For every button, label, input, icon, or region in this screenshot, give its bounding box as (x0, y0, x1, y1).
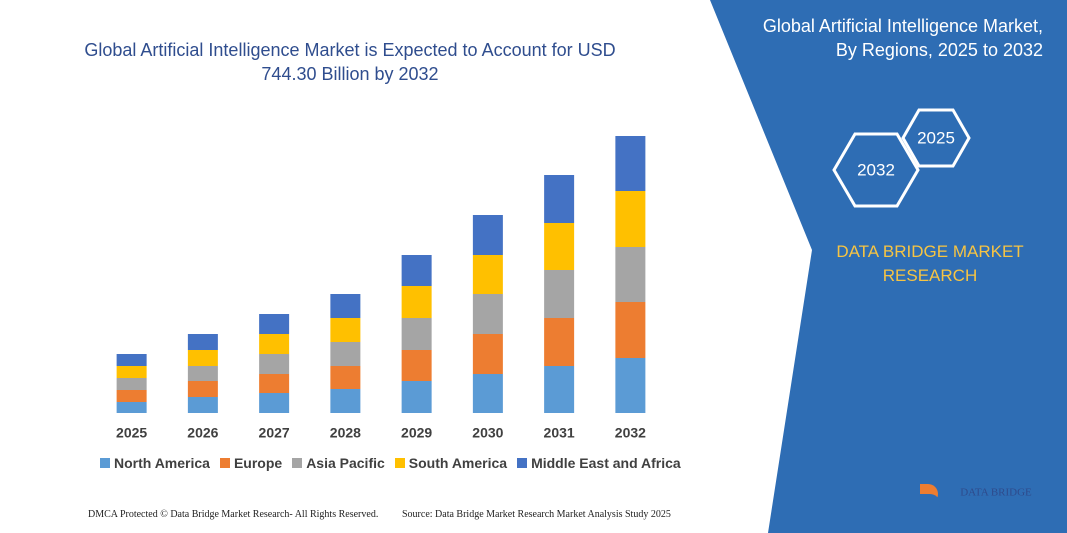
bar-segment (259, 314, 290, 334)
x-tick-label: 2027 (259, 425, 290, 441)
bar-segment (472, 255, 503, 294)
bar-segment (401, 381, 432, 413)
bar-segment (116, 402, 147, 413)
bar-segment (472, 215, 503, 255)
bar-segment (116, 366, 147, 378)
legend-item: Europe (219, 455, 283, 471)
x-tick-label: 2025 (116, 425, 147, 441)
x-tick-label: 2030 (472, 425, 503, 441)
footer-right: Source: Data Bridge Market Research Mark… (402, 509, 671, 520)
bar-segment (187, 397, 218, 413)
bar-segment (544, 175, 575, 223)
bar-segment (401, 255, 432, 286)
legend-label: Asia Pacific (306, 455, 385, 471)
bar-segment (615, 247, 646, 302)
bar-segment (472, 294, 503, 334)
bar-segment (116, 390, 147, 402)
legend-label: Europe (233, 455, 283, 471)
bar-segment (544, 318, 575, 366)
legend-swatch (100, 458, 110, 468)
x-tick-label: 2026 (187, 425, 218, 441)
chart-title: Global Artificial Intelligence Market is… (84, 40, 616, 84)
legend-swatch (292, 458, 303, 468)
bar-segment (544, 366, 575, 413)
legend: North America Europe Asia Pacific South Ame… (100, 455, 681, 471)
bar-segment (187, 381, 218, 397)
legend-item: North America (100, 455, 210, 471)
bar-segment (615, 302, 646, 358)
bar-segment (615, 191, 646, 247)
bar-segment (116, 378, 147, 390)
hexagons (832, 108, 971, 208)
bar-segment (187, 334, 218, 350)
x-tick-label: 2032 (615, 425, 646, 441)
panel-title: Global Artificial Intelligence Market, B… (762, 16, 1043, 60)
bar-segment (401, 350, 432, 381)
hexagon-label: 2025 (917, 128, 955, 147)
bar-segment (330, 294, 361, 318)
plot: 2025 2026 2027 2028 2029 2030 2031 2032 (116, 136, 646, 441)
bar-segment (259, 354, 290, 374)
bar-segment (615, 136, 646, 191)
hexagon (901, 108, 971, 168)
bar-segment (401, 286, 432, 318)
bar-segment (544, 223, 575, 270)
footer-left: DMCA Protected © Data Bridge Market Rese… (88, 509, 379, 520)
bar-segment (401, 318, 432, 350)
legend-swatch (517, 458, 528, 468)
bar-segment (259, 393, 290, 413)
legend-swatch (219, 458, 230, 468)
hexagon-label: 2032 (857, 160, 895, 179)
logo-mark (920, 494, 940, 514)
bar-segment (187, 350, 218, 366)
legend-label: South America (408, 455, 508, 471)
side-panel (710, 0, 1067, 533)
x-tick-label: 2031 (544, 425, 575, 441)
legend-label: North America (114, 455, 210, 471)
legend-swatch (394, 458, 405, 468)
legend-item: Middle East and Africa (517, 455, 681, 471)
x-tick-label: 2028 (330, 425, 361, 441)
bar-segment (544, 270, 575, 318)
x-tick-label: 2029 (401, 425, 432, 441)
bar-segment (330, 342, 361, 366)
bar-segment (615, 358, 646, 413)
legend-label: Middle East and Africa (531, 455, 681, 471)
legend-item: Asia Pacific (292, 455, 385, 471)
bar-segment (259, 334, 290, 354)
bar-segment (472, 334, 503, 374)
logo-text: DATA BRIDGE (960, 487, 1032, 499)
bar-segment (330, 389, 361, 413)
bar-segment (259, 374, 290, 393)
legend-item: South America (394, 455, 508, 471)
bar-segment (330, 366, 361, 389)
bar-segment (472, 374, 503, 413)
bar-segment (330, 318, 361, 342)
bar-segment (116, 354, 147, 366)
hexagon (832, 132, 920, 208)
bar-segment (187, 366, 218, 381)
panel-brand: DATA BRIDGE MARKET RESEARCH (836, 242, 1024, 285)
